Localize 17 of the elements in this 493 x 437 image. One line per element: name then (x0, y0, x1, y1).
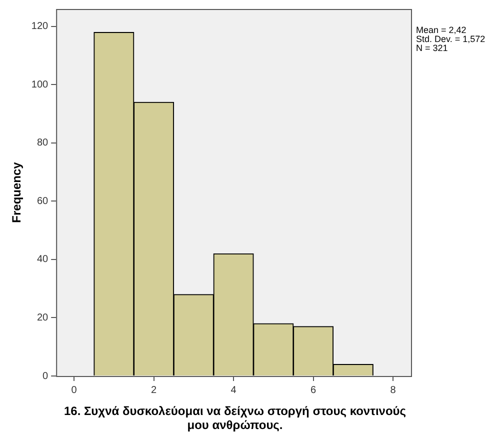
x-tick-label: 2 (151, 384, 158, 396)
y-tick-label: 80 (36, 138, 49, 149)
y-tick-label: 60 (36, 196, 49, 207)
x-tick-label: 8 (390, 384, 396, 396)
text: N = 321 (416, 43, 449, 53)
y-tick-label: 20 (36, 312, 49, 324)
x-axis-title: 16. Συχνά δυσκολεύομαι να δείχνω στοργή στους κοντινούς μου ανθρώπους. (62, 404, 408, 432)
y-tick-label: 40 (36, 254, 49, 266)
text: Mean = 2,42 (416, 25, 468, 35)
text: Std. Dev. = 1,572 (416, 34, 486, 44)
x-tick-label: 6 (310, 384, 317, 396)
y-tick-label: 100 (31, 79, 49, 90)
y-tick-label: 0 (42, 370, 49, 382)
x-tick-label: 0 (71, 384, 78, 396)
y-tick-label: 120 (31, 21, 49, 32)
y-axis-title: Frequency (10, 162, 24, 223)
x-tick-label: 4 (230, 384, 237, 396)
